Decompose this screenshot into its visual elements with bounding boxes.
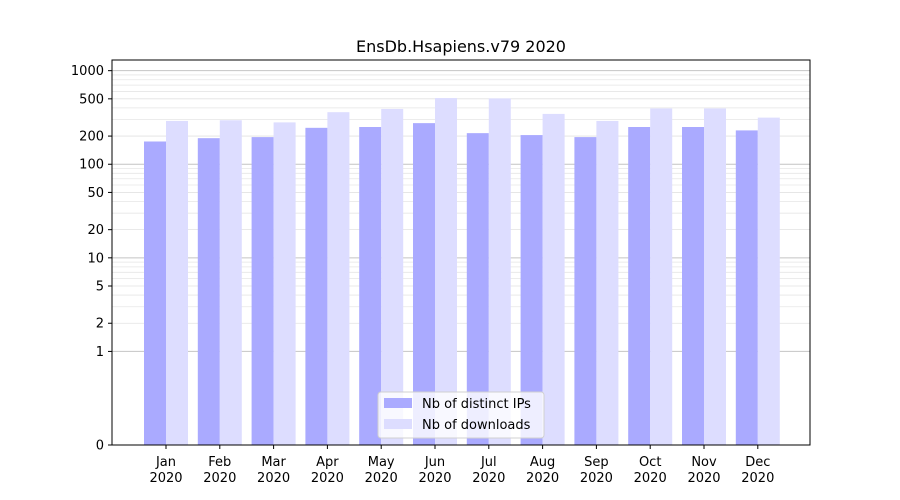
bar-downloads <box>219 120 242 445</box>
y-tick-label: 5 <box>96 280 104 295</box>
bar-distinct-ips <box>628 127 651 445</box>
legend-swatch <box>384 419 412 429</box>
bar-downloads <box>327 112 350 445</box>
x-tick-label: 2020 <box>526 471 559 486</box>
x-tick-label: 2020 <box>634 471 667 486</box>
x-tick-label: 2020 <box>741 471 774 486</box>
bar-downloads <box>381 108 404 446</box>
x-tick-label: 2020 <box>418 471 451 486</box>
x-tick-label: 2020 <box>257 471 290 486</box>
y-tick-label: 0 <box>96 439 104 454</box>
x-tick-label: Aug <box>530 455 555 470</box>
x-tick-label: Feb <box>208 455 231 470</box>
bar-distinct-ips <box>735 130 758 446</box>
bar-distinct-ips <box>359 127 382 445</box>
legend-box <box>377 391 545 439</box>
bar-downloads <box>166 120 188 445</box>
y-tick-label: 20 <box>87 223 104 238</box>
x-tick-label: Oct <box>639 455 661 470</box>
bar-distinct-ips <box>466 133 489 446</box>
x-tick-label: Sep <box>584 455 609 470</box>
bars-layer <box>144 98 780 446</box>
bar-downloads <box>757 117 780 445</box>
x-tick-label: May <box>368 455 395 470</box>
bar-downloads <box>435 98 457 446</box>
x-tick-label: 2020 <box>580 471 613 486</box>
x-tick-label: 2020 <box>687 471 720 486</box>
bar-distinct-ips <box>251 137 274 445</box>
y-tick-label: 500 <box>79 92 104 107</box>
x-tick-label: Dec <box>745 455 770 470</box>
bar-downloads <box>488 98 511 445</box>
plot-frame <box>111 59 811 446</box>
bar-distinct-ips <box>574 137 597 445</box>
x-tick-label: 2020 <box>311 471 344 486</box>
x-tick-label: Mar <box>261 455 286 470</box>
x-tick-label: 2020 <box>472 471 505 486</box>
chart-title: EnsDb.Hsapiens.v79 2020 <box>356 37 566 56</box>
bar-distinct-ips <box>197 138 220 446</box>
legend-label: Nb of downloads <box>422 418 531 433</box>
y-tick-label: 200 <box>79 130 104 145</box>
y-tick-label: 10 <box>87 251 104 266</box>
bar-distinct-ips <box>520 135 543 445</box>
y-tick-label: 2 <box>96 317 104 332</box>
x-tick-label: Jan <box>155 455 176 470</box>
bar-distinct-ips <box>305 127 328 445</box>
x-tick-label: Jun <box>424 455 445 470</box>
x-tick-label: Jul <box>480 455 497 470</box>
bar-downloads <box>650 108 673 446</box>
x-tick-label: 2020 <box>149 471 182 486</box>
y-tick-label: 1 <box>96 345 104 360</box>
axis-layer: 01251020501002005001000Jan2020Feb2020Mar… <box>71 64 774 486</box>
x-tick-label: 2020 <box>203 471 236 486</box>
bar-distinct-ips <box>682 127 704 445</box>
legend: Nb of distinct IPs Nb of downloads <box>377 391 545 439</box>
x-tick-label: Apr <box>316 455 339 470</box>
y-tick-label: 50 <box>87 186 104 201</box>
legend-swatch <box>384 398 412 408</box>
y-tick-label: 100 <box>79 158 104 173</box>
bar-distinct-ips <box>413 123 435 446</box>
bar-downloads <box>596 120 619 445</box>
y-tick-label: 1000 <box>71 64 104 79</box>
bar-downloads <box>273 122 296 445</box>
legend-label: Nb of distinct IPs <box>422 397 531 412</box>
bar-distinct-ips <box>144 141 166 445</box>
x-tick-label: 2020 <box>365 471 398 486</box>
bar-downloads <box>542 113 565 446</box>
bar-downloads <box>704 108 726 446</box>
x-tick-label: Nov <box>691 455 717 470</box>
